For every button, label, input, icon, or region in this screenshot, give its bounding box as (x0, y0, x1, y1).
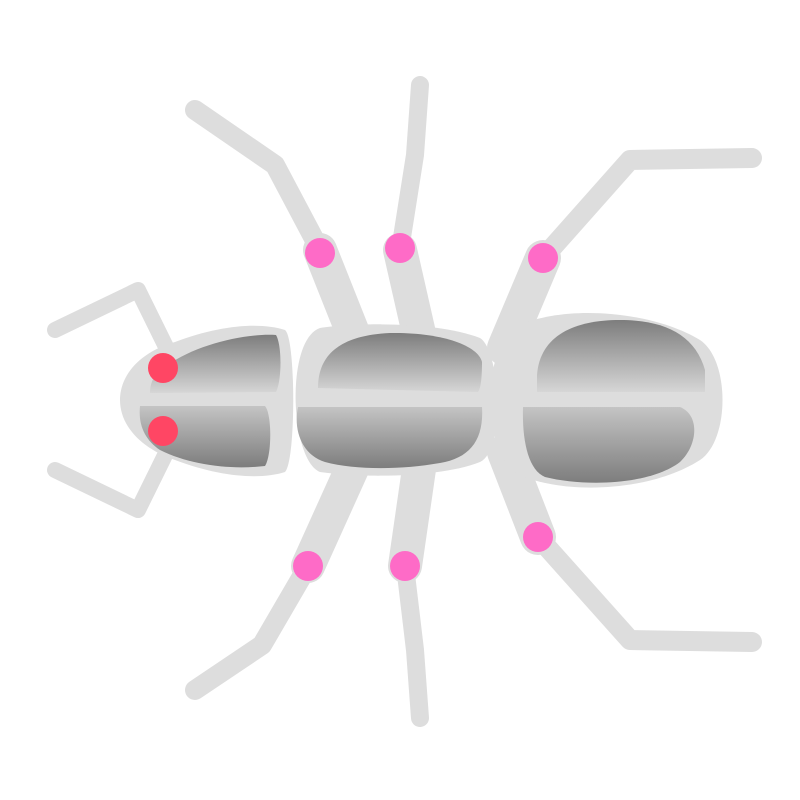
joint-middle-upper (385, 233, 415, 263)
eye-lower (148, 416, 178, 446)
leg-rear-lower-lower (528, 527, 762, 652)
legs (185, 76, 762, 727)
head-shade-top (150, 334, 281, 393)
abdomen-shade-top (537, 320, 705, 392)
thorax-shade-top (318, 332, 482, 392)
leg-middle-upper (383, 233, 437, 355)
leg-front-upper-lower (185, 100, 330, 260)
leg-middle-upper-lower (391, 76, 429, 259)
joint-front-upper (305, 238, 335, 268)
eyes (148, 353, 178, 446)
eye-upper (148, 353, 178, 383)
body (120, 313, 723, 488)
leg-middle-lower (388, 445, 437, 583)
antenna-upper (47, 282, 178, 363)
abdomen-shade-bottom (522, 407, 695, 483)
leg-front-lower-lower (185, 556, 318, 700)
joint-middle-lower (390, 551, 420, 581)
leg-front-lower (291, 445, 372, 583)
antenna-lower (47, 437, 178, 518)
antennae (47, 282, 178, 518)
joint-rear-upper (528, 243, 558, 273)
joint-rear-lower (523, 522, 553, 552)
leg-rear-upper-lower (533, 148, 762, 268)
thorax-shade-bottom (296, 407, 483, 469)
leg-middle-lower-lower (396, 557, 429, 727)
joint-front-lower (293, 551, 323, 581)
leg-joints (293, 233, 558, 581)
